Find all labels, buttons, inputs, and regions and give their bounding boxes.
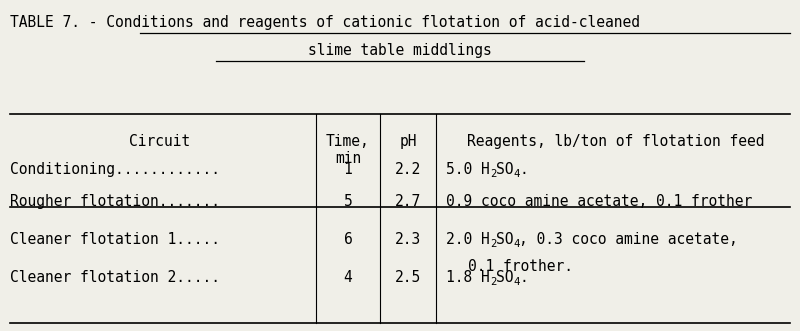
Text: 4: 4 bbox=[514, 169, 520, 179]
Text: SO: SO bbox=[496, 232, 514, 247]
Text: Time,
min: Time, min bbox=[326, 134, 370, 166]
Text: , 0.3 coco amine acetate,: , 0.3 coco amine acetate, bbox=[519, 232, 738, 247]
Text: 2.5: 2.5 bbox=[395, 270, 421, 285]
Text: 5: 5 bbox=[344, 194, 352, 209]
Text: 6: 6 bbox=[344, 232, 352, 247]
Text: pH: pH bbox=[399, 134, 417, 149]
Text: slime table middlings: slime table middlings bbox=[308, 43, 492, 58]
Text: Reagents, lb/ton of flotation feed: Reagents, lb/ton of flotation feed bbox=[467, 134, 765, 149]
Text: 2.3: 2.3 bbox=[395, 232, 421, 247]
Text: 4: 4 bbox=[514, 239, 520, 249]
Text: 4: 4 bbox=[514, 277, 520, 287]
Text: 0.1 frother.: 0.1 frother. bbox=[468, 259, 573, 274]
Text: Cleaner flotation 1.....: Cleaner flotation 1..... bbox=[10, 232, 219, 247]
Text: 1: 1 bbox=[344, 162, 352, 177]
Text: Conditioning............: Conditioning............ bbox=[10, 162, 219, 177]
Text: 5.0 H: 5.0 H bbox=[446, 162, 490, 177]
Text: 2: 2 bbox=[490, 277, 496, 287]
Text: Cleaner flotation 2.....: Cleaner flotation 2..... bbox=[10, 270, 219, 285]
Text: 2.2: 2.2 bbox=[395, 162, 421, 177]
Text: Circuit: Circuit bbox=[130, 134, 190, 149]
Text: 1.8 H: 1.8 H bbox=[446, 270, 490, 285]
Text: .: . bbox=[519, 270, 528, 285]
Text: SO: SO bbox=[496, 270, 514, 285]
Text: 4: 4 bbox=[344, 270, 352, 285]
Text: 2: 2 bbox=[490, 239, 496, 249]
Text: 2: 2 bbox=[490, 169, 496, 179]
Text: SO: SO bbox=[496, 162, 514, 177]
Text: 2.0 H: 2.0 H bbox=[446, 232, 490, 247]
Text: TABLE 7. - Conditions and reagents of cationic flotation of acid-cleaned: TABLE 7. - Conditions and reagents of ca… bbox=[10, 15, 640, 30]
Text: Rougher flotation.......: Rougher flotation....... bbox=[10, 194, 219, 209]
Text: 2.7: 2.7 bbox=[395, 194, 421, 209]
Text: .: . bbox=[519, 162, 528, 177]
Text: 0.9 coco amine acetate, 0.1 frother: 0.9 coco amine acetate, 0.1 frother bbox=[446, 194, 752, 209]
